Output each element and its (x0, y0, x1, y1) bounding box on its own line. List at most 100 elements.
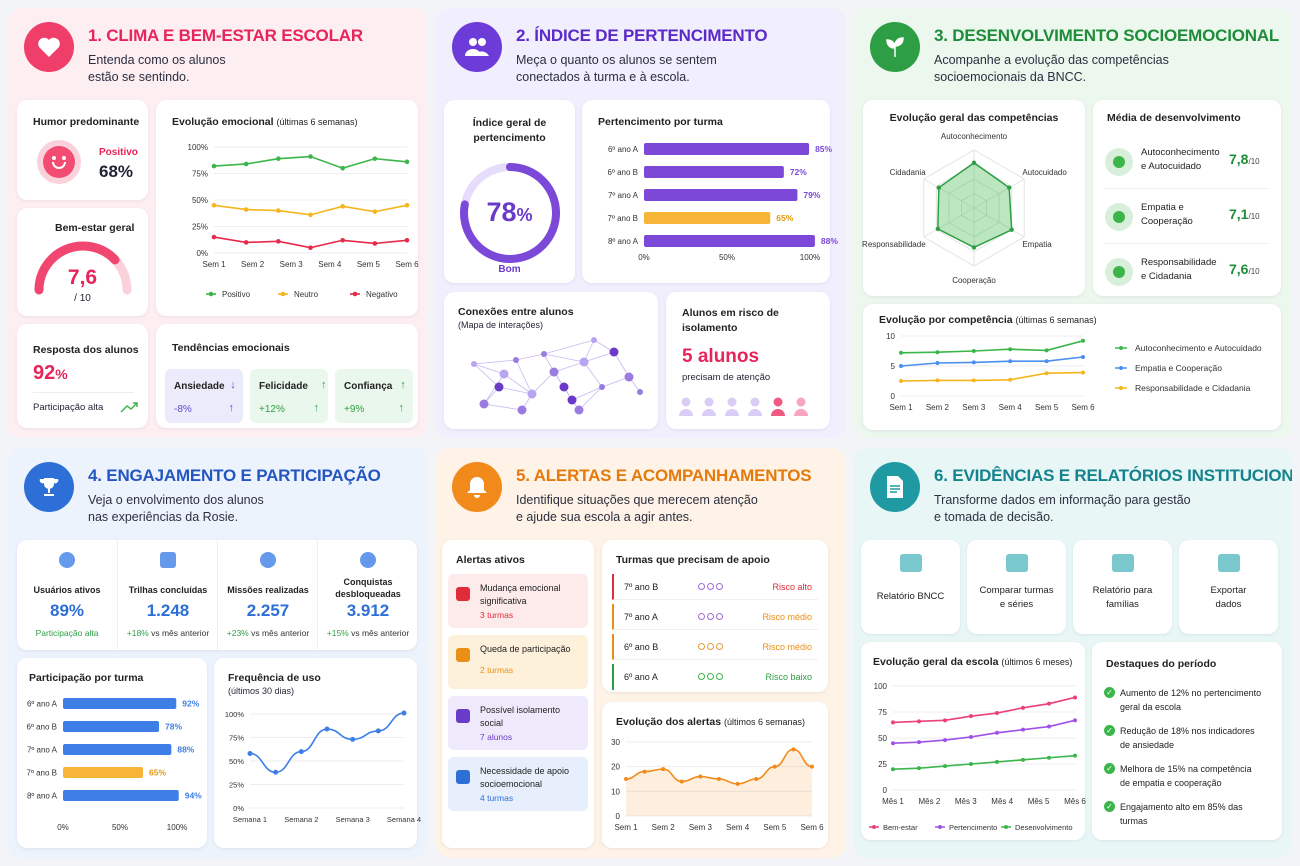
bar-value: 72% (790, 167, 807, 177)
network-node (549, 367, 559, 377)
student-icon (704, 397, 714, 407)
people-icon (698, 672, 725, 682)
legend-label: Desenvolvimento (1015, 823, 1073, 832)
indice-label: Bom (498, 264, 521, 275)
indice-card: Índice geral de pertencimento 78% Bom (444, 100, 575, 283)
alert-count: 3 turmas (480, 610, 514, 620)
data-point (624, 777, 628, 781)
student-body (748, 409, 762, 416)
alert-item[interactable]: Possível isolamento social 7 alunos (448, 696, 588, 750)
person-dot (716, 583, 723, 590)
network-edge (543, 353, 585, 363)
x-tick-label: Sem 5 (357, 260, 381, 269)
person-dot (716, 643, 723, 650)
alert-item[interactable]: Necessidade de apoio socioemocional 4 tur… (448, 757, 588, 811)
data-point (1047, 724, 1051, 729)
stat-label: Conquistas desbloqueadas (335, 577, 401, 599)
action-label: Relatório para famílias (1092, 585, 1153, 610)
radar-axis (973, 207, 1025, 238)
legend-dot (352, 291, 358, 297)
turmas-apoio-card: Turmas que precisam de apoio 7º ano B Ris… (602, 540, 828, 692)
alert-item[interactable]: Mudança emocional significativa 3 turmas (448, 574, 588, 628)
turma-label: 6º ano A (624, 672, 658, 682)
check-icon: ✓ (1104, 801, 1115, 812)
data-point (372, 156, 378, 161)
bar-label: 7º ano B (608, 214, 639, 223)
data-point (276, 239, 281, 244)
network-edge (498, 386, 533, 395)
report-action-button[interactable]: Comparar turmas e séries (967, 540, 1066, 634)
data-point (1021, 757, 1025, 762)
data-point (679, 779, 684, 784)
data-point (943, 738, 947, 743)
series-line (892, 754, 1076, 770)
network-node (591, 337, 597, 343)
stat-column: Usuários ativos 89% Participação alta (17, 540, 117, 650)
destaque-item: Melhora de 15% na competência de empatia… (1120, 764, 1252, 788)
legend-dot (1119, 346, 1123, 350)
turma-row[interactable]: 7º ano A Risco médio (612, 604, 818, 630)
destaques-card: Destaques do período ✓ Aumento de 12% no … (1092, 642, 1282, 840)
humor-label: Positivo (99, 147, 138, 158)
evolucao-escola-card: Evolução geral da escola (últimos 6 mese… (861, 642, 1086, 840)
x-tick-label: 100% (167, 823, 187, 832)
legend-dot (1004, 825, 1008, 829)
y-tick-label: 75% (229, 734, 244, 743)
data-point (404, 159, 410, 165)
turma-row[interactable]: 7º ano B Risco alto (612, 574, 818, 600)
network-node (527, 389, 537, 399)
legend-label: Negativo (366, 290, 398, 299)
turma-title: Pertencimento por turma (598, 116, 723, 128)
network-edge (543, 339, 595, 355)
resposta-card: Resposta dos alunos 92% Participação alt… (17, 324, 148, 428)
bar (644, 235, 815, 247)
series-area (626, 749, 812, 816)
data-point (1044, 371, 1049, 376)
data-point (324, 726, 330, 732)
icon-core (1113, 211, 1125, 223)
data-point (935, 350, 940, 355)
y-tick-label: 100 (874, 682, 888, 691)
stat-icon (256, 550, 280, 570)
data-point (661, 767, 666, 772)
alert-item[interactable]: Queda de participação 2 turmas (448, 635, 588, 689)
series-line (900, 356, 1084, 367)
student-icon (727, 397, 737, 407)
action-label: Exportar dados (1210, 585, 1247, 610)
media-title: Média de desenvolvimento (1107, 112, 1241, 124)
frequencia-line-chart: 100% 75% 50% 25% 0% Semana 1 Semana 2 Semana 3 S… (225, 710, 421, 824)
network-edge (601, 376, 630, 388)
data-point (1047, 755, 1051, 760)
data-point (340, 204, 345, 209)
escola-line-chart: 100 75 50 25 0 Mês 1 Mês 2 Mês 3 Mês 4 Mês 5 Mês 6… (869, 682, 1086, 832)
report-action-button[interactable]: Relatório BNCC (861, 540, 960, 634)
data-point (401, 710, 407, 716)
data-point (717, 777, 721, 781)
risco-card: Alunos em risco de isolamento 5 alunos p… (666, 292, 830, 429)
x-tick-label: Mês 5 (1028, 797, 1050, 806)
turma-row[interactable]: 6º ano B Risco médio (612, 634, 818, 660)
data-point (810, 764, 814, 769)
conexoes-title: Conexões entre alunos (458, 306, 574, 318)
network-node (541, 351, 547, 357)
data-point (735, 781, 740, 786)
network-edge (483, 403, 523, 411)
resposta-note: Participação alta (33, 402, 104, 413)
participacao-bar-chart: 0% 50% 100% 6º ano A 92% 6º ano B 78% 7º ano A 8… (27, 698, 202, 832)
legend-dot (280, 291, 286, 297)
turma-row[interactable]: 6º ano A Risco baixo (612, 664, 818, 690)
stat-column: Missões realizadas 2.257 +23% vs mês anter… (217, 540, 317, 650)
x-tick-label: Semana 4 (387, 815, 421, 824)
person-dot (698, 613, 705, 620)
radar-point (971, 245, 977, 250)
data-point (298, 749, 304, 755)
data-point (276, 156, 281, 161)
y-tick-label: 100% (188, 143, 208, 152)
report-action-button[interactable]: Exportar dados (1179, 540, 1278, 634)
report-action-button[interactable]: Relatório para famílias (1073, 540, 1172, 634)
bar-label: 6º ano B (608, 168, 639, 177)
alert-icon (456, 587, 470, 601)
data-point (995, 759, 999, 764)
x-tick-label: Sem 1 (202, 260, 226, 269)
data-point (917, 740, 921, 745)
